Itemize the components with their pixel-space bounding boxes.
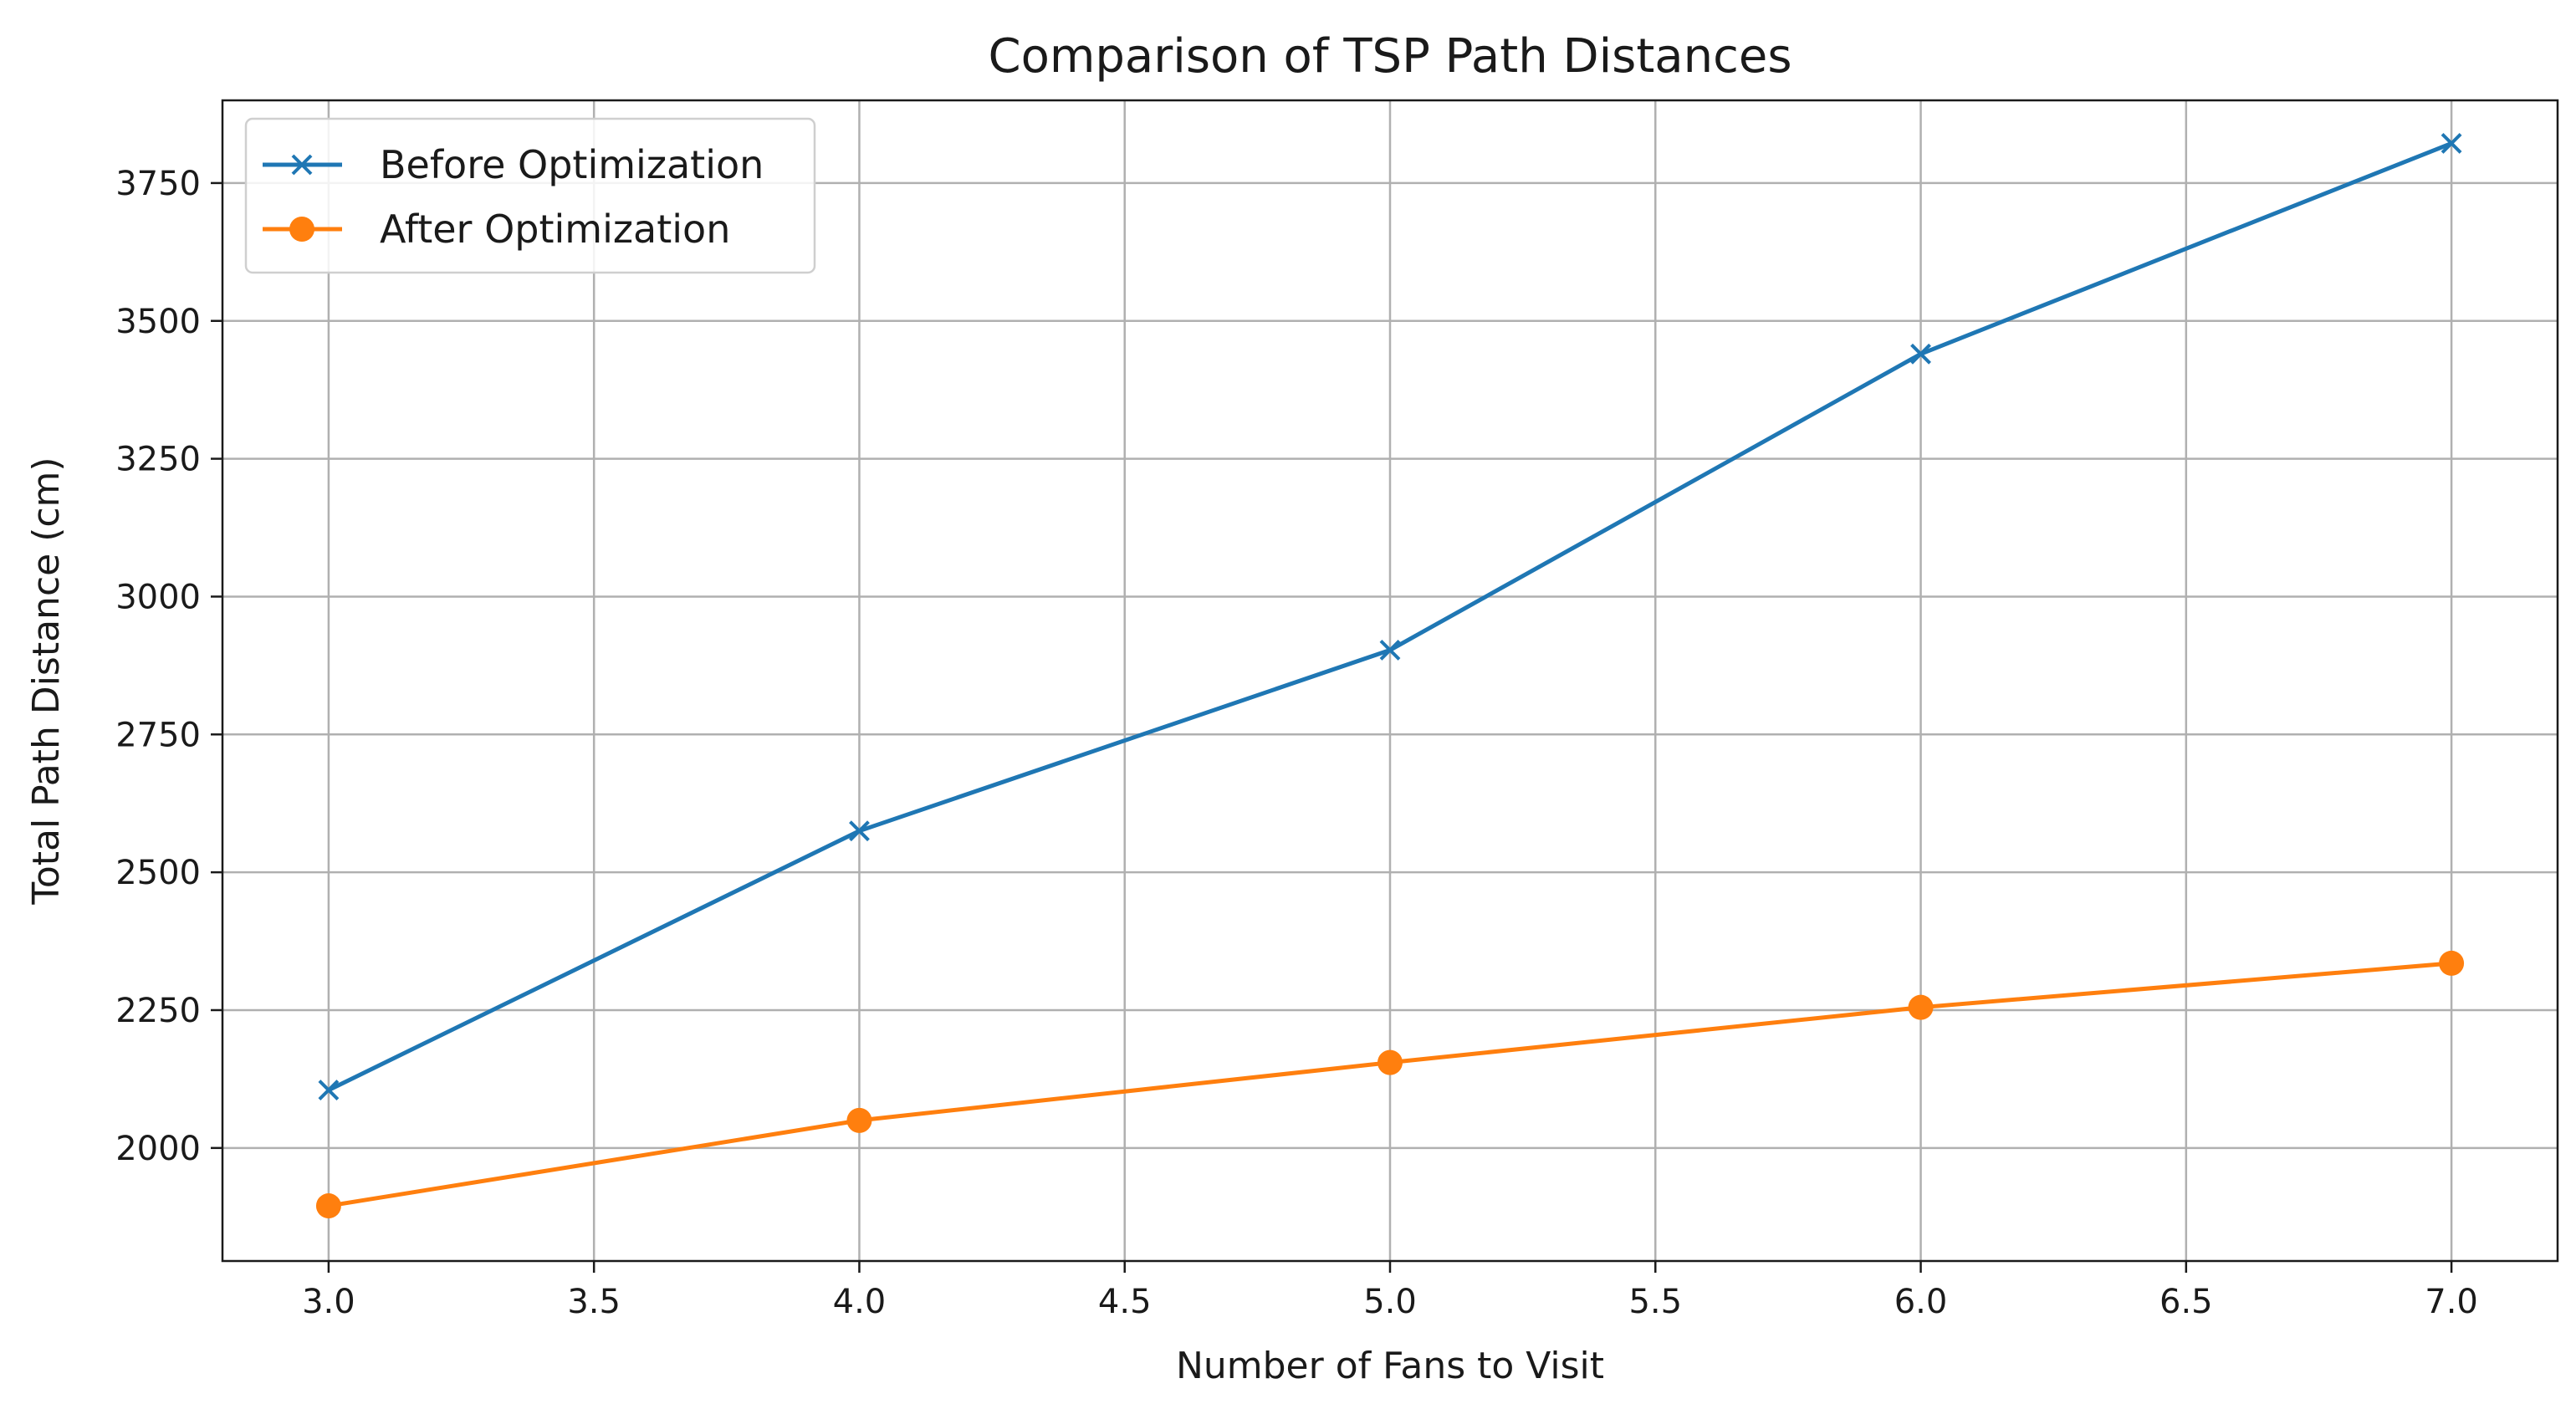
data-point [1377,1049,1403,1075]
data-point [1908,994,1934,1020]
legend-item: After Optimization [263,207,730,252]
x-tick-label: 4.5 [1098,1283,1152,1321]
legend-label: After Optimization [380,207,730,252]
x-tick-label: 5.0 [1363,1283,1417,1321]
legend-label: Before Optimization [380,142,764,187]
y-tick-label: 2000 [115,1130,201,1168]
series-2 [315,950,2465,1219]
y-tick-label: 2750 [115,716,201,754]
x-axis-label: Number of Fans to Visit [1176,1345,1604,1387]
legend-box [244,117,816,274]
legend-item: Before Optimization [263,142,764,187]
y-tick-label: 3500 [115,303,201,341]
data-point [318,1080,340,1101]
x-tick-label: 6.5 [2159,1283,2213,1321]
data-point [849,820,870,842]
data-point [2439,950,2465,976]
legend-marker [289,217,314,242]
data-point [2441,133,2462,154]
legend-marker [291,154,313,176]
data-point [315,1193,341,1219]
x-tick-label: 3.0 [302,1283,355,1321]
data-point [1910,343,1931,365]
legend: Before Optimization After Optimization [244,117,816,274]
y-tick-label: 3750 [115,165,201,203]
y-axis-label: Total Path Distance (cm) [25,457,68,905]
data-point [846,1107,872,1133]
legend-items: Before Optimization After Optimization [263,142,764,252]
x-tick-label: 3.5 [567,1283,621,1321]
chart-title: Comparison of TSP Path Distances [988,29,1791,84]
x-tick-label: 6.0 [1894,1283,1948,1321]
y-tick-label: 3000 [115,578,201,616]
x-tick-label: 7.0 [2425,1283,2478,1321]
y-tick-label: 2500 [115,854,201,892]
x-tick-label: 4.0 [833,1283,887,1321]
y-tick-label: 2250 [115,992,201,1030]
x-tick-label: 5.5 [1628,1283,1682,1321]
ticks: 3.0 3.5 4.0 4.5 5.0 5.5 6.0 6.5 7.0 2000 2250 2500 2… [115,165,2478,1321]
series-1 [318,133,2462,1101]
data-point [1379,639,1401,661]
grid [222,100,2558,1261]
y-tick-label: 3250 [115,441,201,479]
series-layer [315,133,2465,1219]
